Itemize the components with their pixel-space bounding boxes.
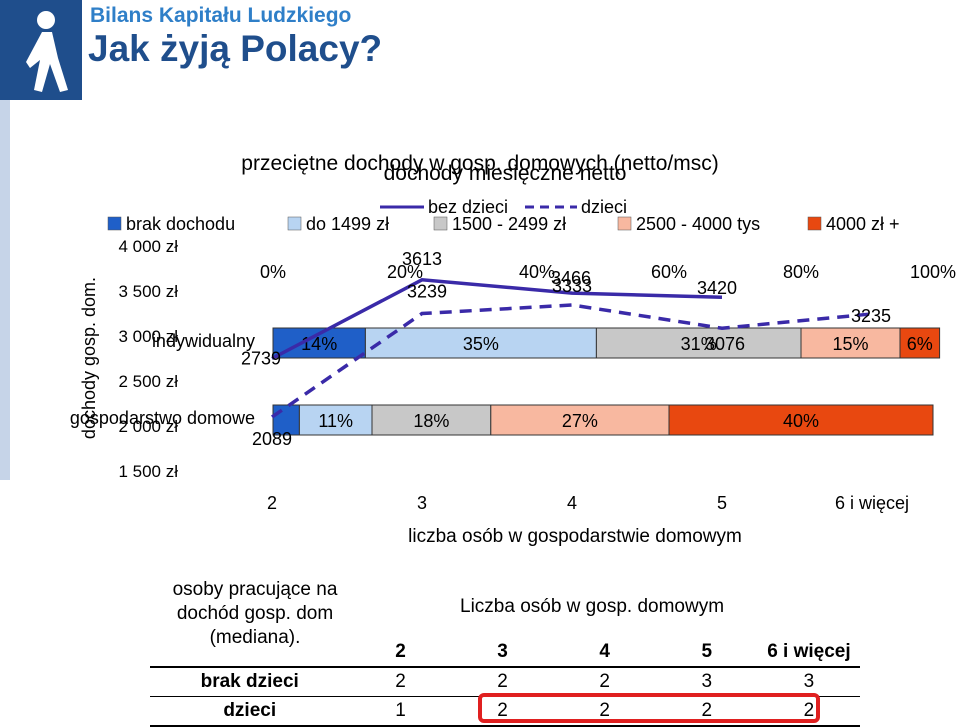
- line-data-label: 3420: [697, 278, 737, 298]
- line-data-label: 3466: [551, 268, 591, 288]
- bar-label: 6%: [907, 334, 933, 354]
- legend-swatch-income: [433, 216, 448, 231]
- legend-label-income: 4000 zł +: [826, 214, 900, 234]
- y-tick-label: 2 500 zł: [118, 372, 178, 391]
- line-data-label: 3076: [705, 334, 745, 354]
- table-col-header: 6 i więcej: [757, 638, 860, 668]
- series-line-dzieci: [271, 303, 873, 419]
- table-cell: 3: [655, 667, 758, 697]
- bar-label: 18%: [413, 411, 449, 431]
- bar-label: 35%: [463, 334, 499, 354]
- percent-tick-label: 100%: [910, 262, 956, 282]
- table-row-label: brak dzieci: [150, 667, 350, 697]
- sidebar-band: [0, 100, 10, 480]
- series-line-bez-dzieci: [271, 278, 723, 361]
- bar-chart-title: przeciętne dochody w gosp. domowych (net…: [241, 152, 718, 175]
- bar-segment: [668, 404, 934, 436]
- bar-label: 31%: [681, 334, 717, 354]
- table-col-header: 3: [451, 638, 554, 668]
- legend-swatch-income: [287, 216, 302, 231]
- bar-segment: [899, 327, 941, 359]
- line-data-label: 3333: [552, 276, 592, 296]
- table-caption: Liczba osób w gosp. domowym: [460, 596, 725, 617]
- line-data-label: 3613: [402, 249, 442, 269]
- x-axis-label: liczba osób w gospodarstwie domowym: [408, 526, 742, 547]
- bar-label: 14%: [301, 334, 337, 354]
- legend-label-bez-dzieci: bez dzieci: [428, 197, 508, 217]
- bar-label: 27%: [562, 411, 598, 431]
- legend-label-income: 2500 - 4000 tys: [636, 214, 760, 234]
- line-data-label: 2089: [252, 429, 292, 449]
- table-col-header: 5: [655, 638, 758, 668]
- bar-label: 11%: [318, 411, 353, 431]
- line-data-label: 3239: [407, 281, 447, 301]
- legend-label-income: brak dochodu: [126, 214, 235, 234]
- table-header-empty: [150, 638, 350, 668]
- table-col-header: 2: [349, 638, 452, 668]
- x-tick-label: 3: [417, 493, 427, 513]
- table-header-row: 2 3 4 5 6 i więcej: [150, 638, 860, 668]
- line-data-label: 2739: [241, 348, 281, 368]
- x-tick-label: 5: [717, 493, 727, 513]
- bar-label: 15%: [832, 334, 868, 354]
- bar-category-label: indywidualny: [152, 331, 255, 351]
- percent-tick-label: 40%: [519, 262, 555, 282]
- legend-swatch-income: [107, 216, 122, 231]
- table-cell: 1: [349, 696, 452, 727]
- percent-tick-label: 60%: [651, 262, 687, 282]
- bar-segment: [800, 327, 901, 359]
- bar-segment: [272, 404, 300, 436]
- bar-segment: [595, 327, 802, 359]
- page-title: Jak żyją Polacy?: [88, 28, 383, 69]
- bar-segment: [490, 404, 670, 436]
- y-tick-label: 3 500 zł: [118, 282, 178, 301]
- bar-segment: [364, 327, 597, 359]
- y-tick-label: 4 000 zł: [118, 237, 178, 256]
- percent-tick-label: 20%: [387, 262, 423, 282]
- line-chart-title: dochody miesięczne netto: [384, 162, 627, 185]
- x-tick-label: 2: [267, 493, 277, 513]
- bar-label: 40%: [783, 411, 819, 431]
- line-data-label: 3235: [851, 306, 891, 326]
- table-col-header: 4: [553, 638, 656, 668]
- legend-label-income: do 1499 zł: [306, 214, 389, 234]
- highlight-box: [478, 693, 820, 723]
- brand-name: Bilans Kapitału Ludzkiego: [90, 4, 352, 27]
- table-cell: 2: [349, 667, 452, 697]
- legend-label-income: 1500 - 2499 zł: [452, 214, 566, 234]
- y-tick-label: 1 500 zł: [118, 462, 178, 481]
- chart-canvas: przeciętne dochody w gosp. domowych (net…: [70, 152, 956, 547]
- x-tick-label: 4: [567, 493, 577, 513]
- percent-tick-label: 0%: [260, 262, 286, 282]
- y-axis-label: dochody gosp. dom.: [79, 277, 99, 439]
- bar-category-label: gospodarstwo domowe: [70, 408, 255, 428]
- table-row-label: dzieci: [150, 696, 350, 727]
- y-tick-label: 3 000 zł: [118, 327, 178, 346]
- legend-swatch-income: [807, 216, 822, 231]
- percent-tick-label: 80%: [783, 262, 819, 282]
- y-tick-label: 2 000 zł: [118, 417, 178, 436]
- walking-person-icon: [26, 11, 68, 92]
- legend-swatch-income: [617, 216, 632, 231]
- bar-segment: [298, 404, 373, 436]
- x-tick-label: 6 i więcej: [835, 493, 909, 513]
- legend-label-dzieci: dzieci: [581, 197, 627, 217]
